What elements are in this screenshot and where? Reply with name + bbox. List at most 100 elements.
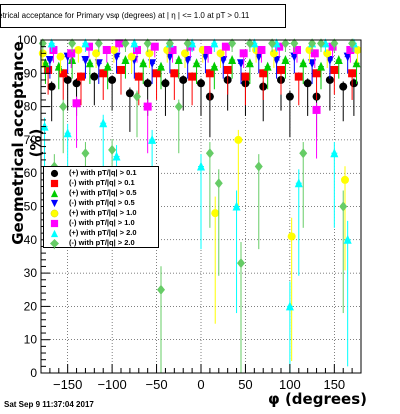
data-point — [221, 42, 230, 51]
data-point — [150, 42, 159, 51]
data-point — [330, 65, 339, 74]
data-point — [205, 148, 214, 159]
data-point — [328, 42, 337, 51]
data-point — [294, 178, 303, 188]
legend-marker-square — [50, 219, 59, 228]
data-point — [263, 61, 272, 71]
data-point — [133, 45, 141, 54]
data-point — [56, 52, 65, 61]
data-point — [99, 118, 108, 128]
series-1 — [44, 65, 357, 106]
data-point — [339, 201, 348, 212]
data-point — [165, 52, 174, 62]
data-point — [179, 75, 188, 84]
data-point — [330, 148, 339, 158]
data-point — [294, 72, 303, 81]
legend: (+) with pT/|q| > 0.1 (-) with pT/|q| > … — [43, 166, 159, 248]
series-4 — [38, 45, 362, 362]
data-point — [308, 38, 317, 49]
legend-marker-square — [50, 179, 59, 188]
data-point — [339, 82, 348, 91]
data-point — [234, 135, 243, 144]
data-point — [308, 59, 317, 69]
data-point — [165, 38, 174, 49]
data-point — [74, 45, 83, 54]
y-tick-label: 60 — [24, 166, 38, 180]
data-point — [268, 38, 277, 49]
data-point — [112, 52, 121, 62]
data-point — [219, 55, 228, 65]
data-point — [281, 54, 290, 64]
data-point — [72, 79, 81, 88]
data-point — [170, 69, 179, 78]
y-tick-label: 20 — [24, 299, 38, 313]
y-tick-label: 0 — [30, 366, 37, 380]
data-point — [205, 69, 214, 78]
data-point — [44, 65, 53, 74]
axes-layer: −150 −100 −50 0 50 100 150 0 10 20 30 40 50 60 70 80 90 1… — [17, 33, 362, 392]
data-point — [325, 75, 334, 84]
data-point — [59, 101, 68, 112]
x-tick-label: 150 — [323, 377, 345, 392]
data-point — [115, 39, 124, 48]
data-point — [121, 38, 130, 49]
data-point — [197, 161, 205, 171]
data-point — [204, 45, 213, 54]
x-tick-label: 100 — [279, 377, 301, 392]
data-point — [317, 38, 325, 49]
data-point — [108, 144, 117, 155]
data-point — [134, 72, 143, 81]
legend-marker-triangle — [50, 189, 59, 198]
data-point — [285, 92, 294, 101]
data-point — [112, 151, 121, 161]
data-point — [148, 59, 157, 69]
legend-marker-diamond — [50, 239, 59, 248]
data-point — [45, 55, 54, 65]
data-point — [237, 258, 245, 269]
data-point — [183, 38, 192, 49]
legend-entry-minus-0.5: (-) with pT/|q| > 0.5 — [44, 198, 160, 208]
data-point — [157, 284, 165, 295]
x-tick-label: −100 — [97, 377, 126, 392]
y-tick-label: 100 — [17, 33, 37, 47]
x-tick-label: 50 — [238, 377, 252, 392]
data-point — [259, 69, 268, 78]
data-point — [272, 55, 281, 65]
legend-entry-plus-1.0: (+) with pT/|q| > 1.0 — [44, 208, 160, 218]
data-point — [181, 49, 189, 58]
x-axis-label: φ (degrees) — [268, 390, 367, 408]
x-tick-label: 0 — [197, 377, 204, 392]
data-point — [92, 49, 101, 58]
data-point — [223, 65, 232, 74]
data-point — [49, 45, 58, 54]
data-point — [117, 65, 125, 74]
data-point — [232, 201, 241, 211]
legend-marker-triangle — [50, 229, 59, 238]
data-point — [94, 38, 103, 49]
series-layer — [38, 38, 362, 373]
timestamp-footer: Sat Sep 9 11:37:04 2017 — [4, 400, 94, 409]
x-tick-label: −50 — [146, 377, 168, 392]
data-point — [109, 45, 118, 54]
data-point — [343, 234, 352, 244]
data-point — [210, 61, 219, 71]
data-point — [192, 58, 201, 68]
data-point — [47, 82, 56, 91]
data-point — [168, 45, 177, 54]
data-point — [197, 79, 205, 88]
data-point — [334, 54, 343, 64]
data-point — [310, 49, 319, 58]
data-point — [348, 69, 357, 78]
legend-marker-circle — [50, 209, 59, 218]
data-point — [312, 105, 321, 114]
legend-entry-plus-2.0: (+) with pT/|q| > 2.0 — [44, 228, 160, 238]
data-point — [183, 55, 192, 65]
data-point — [277, 65, 285, 74]
data-point — [152, 69, 161, 78]
data-point — [72, 99, 81, 108]
data-point — [352, 58, 361, 68]
data-point — [237, 59, 245, 69]
data-point — [133, 91, 141, 102]
data-point — [299, 148, 308, 159]
data-point — [127, 52, 136, 61]
